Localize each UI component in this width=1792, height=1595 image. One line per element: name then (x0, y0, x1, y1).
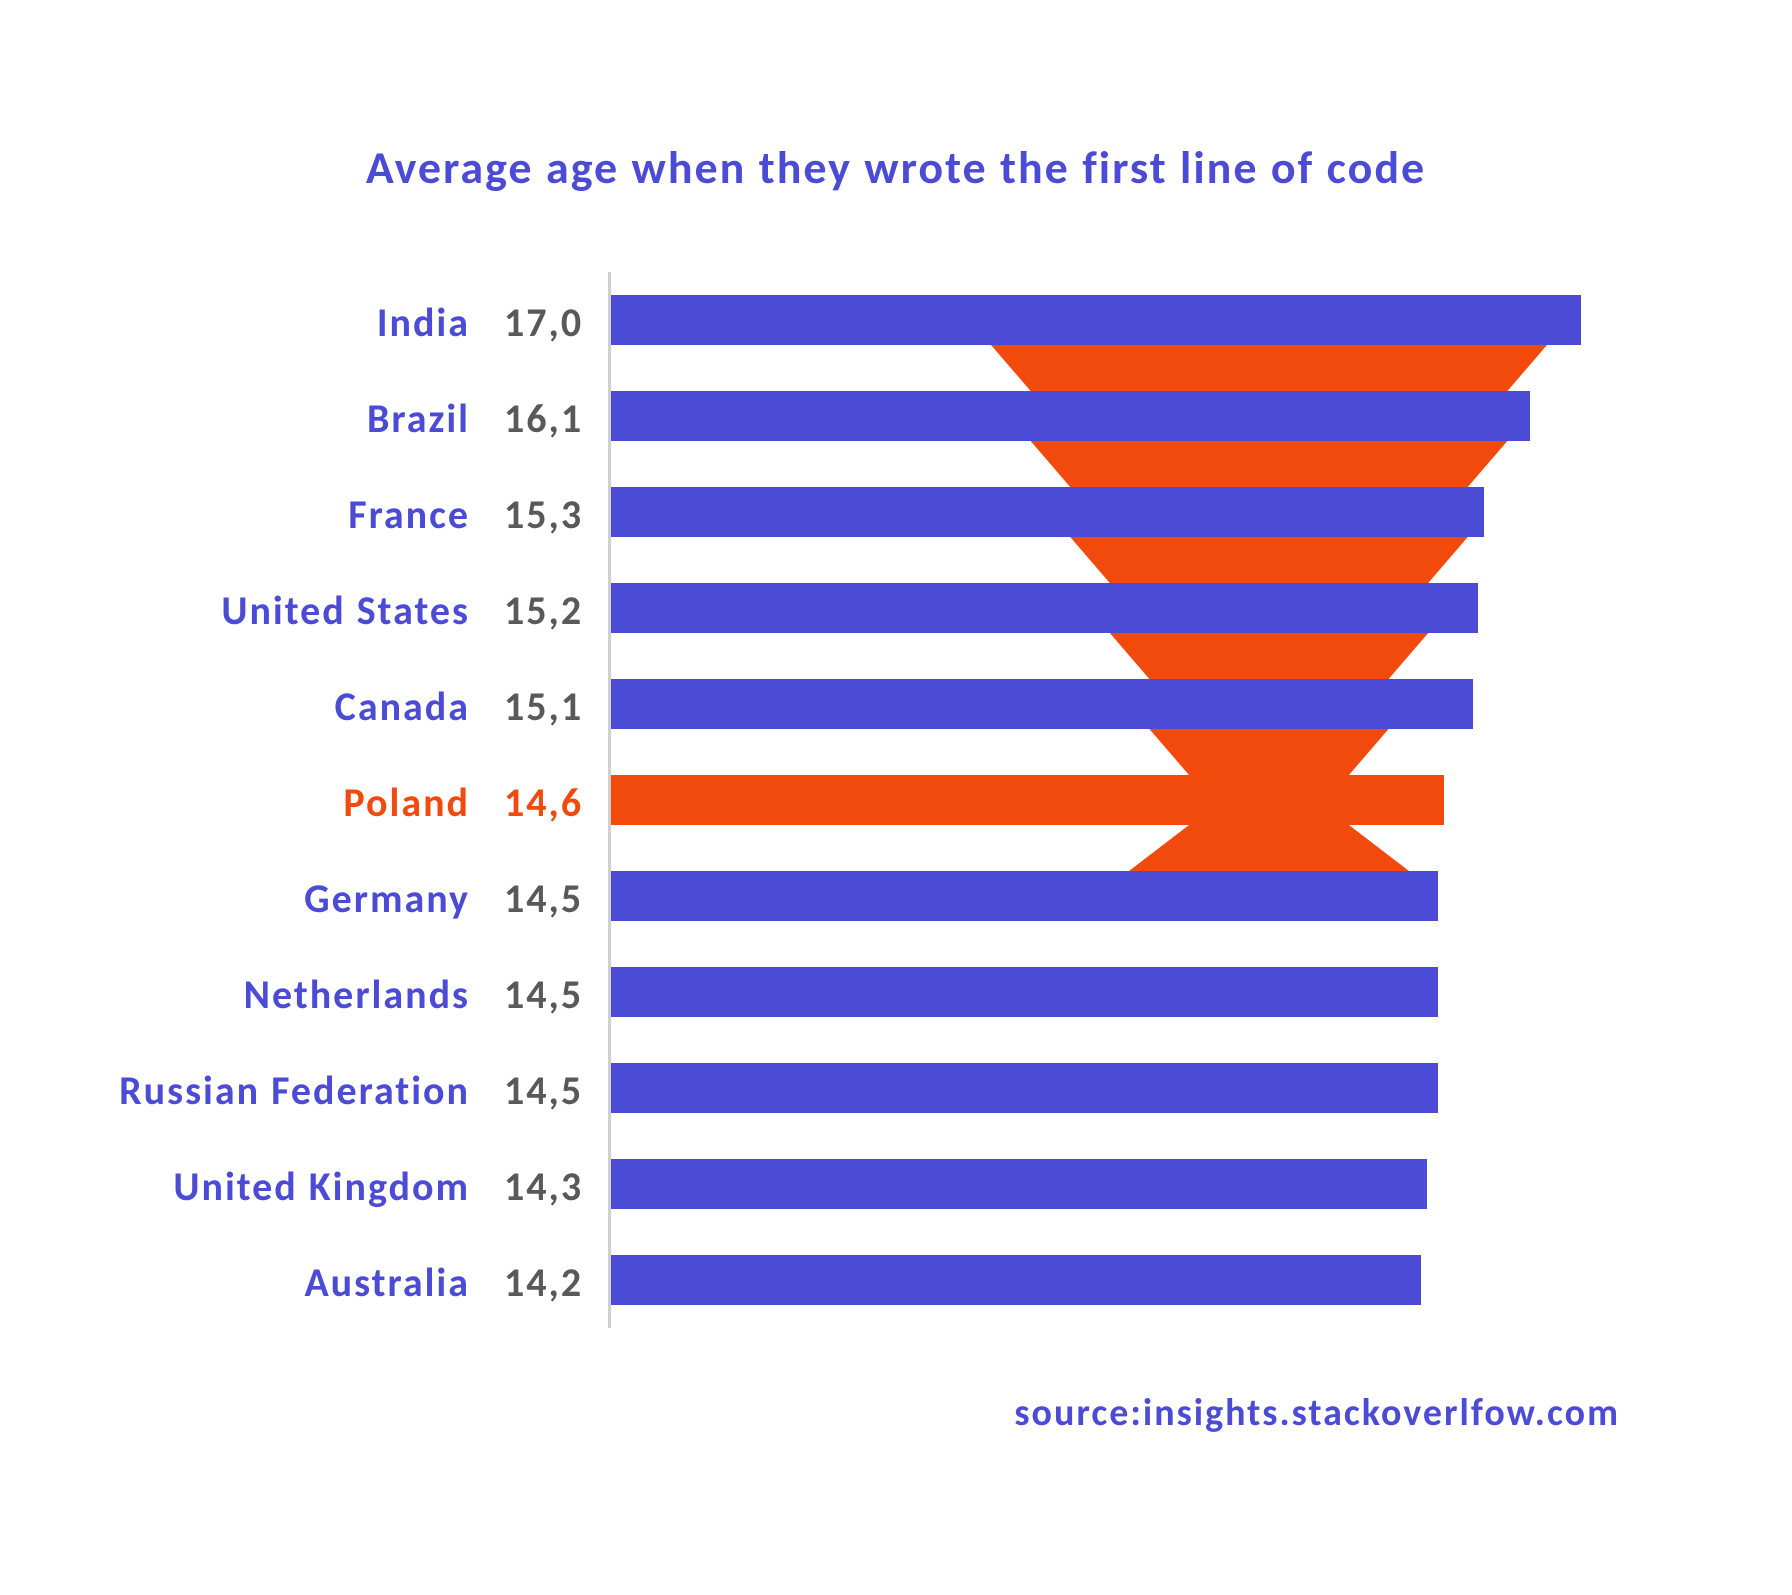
flag-red-stripe (1031, 441, 1508, 487)
flag-red-stripe (1149, 729, 1388, 775)
value-label: 16,1 (504, 394, 583, 443)
value-label: 14,5 (504, 970, 583, 1019)
flag-red-stripe (1129, 825, 1409, 871)
category-label: Germany (0, 874, 470, 923)
value-label: 17,0 (504, 298, 583, 347)
category-label: Australia (0, 1258, 470, 1307)
category-label: India (0, 298, 470, 347)
category-label: Russian Federation (0, 1066, 470, 1115)
bar (611, 967, 1438, 1017)
bar (611, 1063, 1438, 1113)
bar (611, 391, 1530, 441)
value-label: 14,2 (504, 1258, 583, 1307)
bar (611, 1159, 1427, 1209)
chart-title: Average age when they wrote the first li… (0, 140, 1792, 196)
flag-red-stripe (1110, 633, 1428, 679)
value-label: 15,2 (504, 586, 583, 635)
category-label: France (0, 490, 470, 539)
value-label: 14,5 (504, 1066, 583, 1115)
category-label: United Kingdom (0, 1162, 470, 1211)
source-caption: source:insights.stackoverlfow.com (820, 1390, 1620, 1436)
value-label: 14,6 (504, 778, 583, 827)
category-label: Poland (0, 778, 470, 827)
value-label: 15,3 (504, 490, 583, 539)
category-label: Brazil (0, 394, 470, 443)
value-label: 14,3 (504, 1162, 583, 1211)
bar (611, 487, 1484, 537)
category-label: United States (0, 586, 470, 635)
bar (611, 295, 1581, 345)
bar (611, 871, 1438, 921)
flag-red-stripe (991, 345, 1547, 391)
bar (611, 1255, 1421, 1305)
chart-container: Average age when they wrote the first li… (0, 0, 1792, 1595)
bar (611, 583, 1478, 633)
value-label: 14,5 (504, 874, 583, 923)
value-label: 15,1 (504, 682, 583, 731)
bar-highlight (611, 775, 1444, 825)
bar (611, 679, 1473, 729)
flag-red-stripe (1070, 537, 1468, 583)
category-label: Canada (0, 682, 470, 731)
category-label: Netherlands (0, 970, 470, 1019)
